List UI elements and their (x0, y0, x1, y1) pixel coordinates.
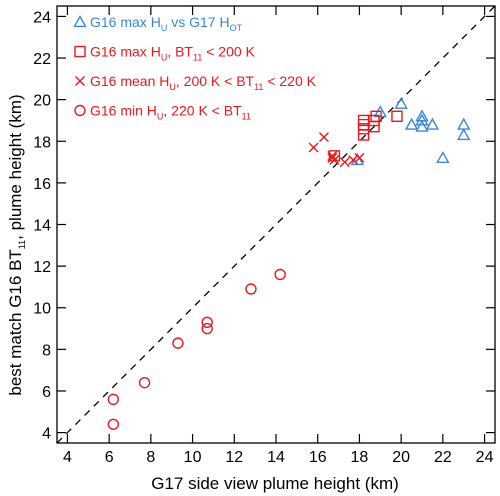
x-tick-label: 8 (146, 449, 155, 466)
data-point-x (318, 132, 329, 143)
legend-marker-triangle (73, 15, 87, 28)
data-point-triangle (425, 117, 440, 130)
data-point-circle (138, 376, 151, 389)
data-point-triangle (415, 119, 429, 132)
data-point-square (391, 110, 403, 122)
data-point-circle (201, 316, 213, 329)
data-point-circle (107, 393, 120, 405)
legend-marker-square (74, 45, 86, 58)
one-to-one-line (56, 5, 496, 444)
y-tick-label: 22 (33, 51, 51, 68)
data-point-triangle (415, 113, 429, 126)
y-axis-title-rest: , plume height (km) (6, 94, 25, 240)
data-point-circle (245, 283, 257, 295)
data-point-x (308, 142, 319, 153)
data-point-triangle (394, 96, 408, 109)
y-tick-label: 20 (33, 93, 51, 110)
axis-ticks: 4 6 8 10 12 14 16 18 20 22 24 4 6 8 10 12 14 16 18 20 22 24 (33, 6, 495, 466)
x-axis-title: G17 side view plume height (km) (151, 474, 399, 493)
data-point-circle (274, 268, 286, 281)
legend-label: G16 max HU vs G17 HOT (90, 14, 243, 33)
y-tick-label: 6 (42, 384, 51, 401)
data-point-square (370, 110, 382, 122)
data-point-triangle (436, 150, 450, 164)
data-point-triangle (457, 128, 471, 141)
y-tick-label: 14 (33, 218, 51, 235)
legend-marker-circle (74, 104, 86, 117)
x-tick-label: 14 (267, 449, 285, 466)
y-axis-title-subscript: 11 (17, 240, 27, 249)
data-point-triangle (404, 117, 419, 130)
y-tick-label: 24 (33, 9, 51, 26)
y-tick-label: 12 (33, 259, 51, 276)
y-tick-label: 16 (33, 176, 51, 193)
data-point-square (357, 129, 370, 141)
y-tick-label: 8 (42, 342, 51, 359)
legend-marker-x (75, 76, 85, 86)
x-tick-label: 22 (434, 449, 452, 466)
x-tick-label: 24 (476, 449, 494, 466)
y-axis-title: best match G16 BT11, plume height (km) (6, 94, 27, 395)
data-point-x (354, 152, 365, 163)
y-tick-label: 18 (33, 134, 51, 151)
data-points (107, 96, 471, 430)
legend-label: G16 mean HU, 200 K < BT11 < 220 K (90, 73, 317, 92)
x-tick-label: 18 (351, 449, 369, 466)
data-point-circle (172, 337, 184, 349)
data-point-circle (107, 418, 120, 430)
data-point-x (339, 157, 350, 168)
data-point-circle (201, 322, 213, 335)
data-point-x (348, 154, 359, 165)
legend-label: G16 max HU, BT11 < 200 K (90, 44, 256, 63)
data-point-square (357, 118, 370, 131)
data-point-triangle (457, 117, 471, 130)
legend-label: G16 min HU, 220 K < BT11 (90, 103, 251, 122)
y-axis-title-main: best match G16 BT (6, 249, 25, 395)
legend: G16 max HU vs G17 HOT G16 max HU, BT11 < … (73, 14, 317, 122)
y-tick-label: 10 (33, 301, 51, 318)
x-tick-label: 16 (309, 449, 327, 466)
data-point-square (368, 114, 380, 127)
x-tick-label: 10 (184, 449, 202, 466)
x-tick-label: 6 (105, 449, 114, 466)
x-tick-label: 12 (225, 449, 243, 466)
data-point-x (329, 154, 340, 165)
y-tick-label: 4 (42, 426, 51, 443)
x-tick-label: 4 (63, 449, 72, 466)
x-tick-label: 20 (392, 449, 410, 466)
